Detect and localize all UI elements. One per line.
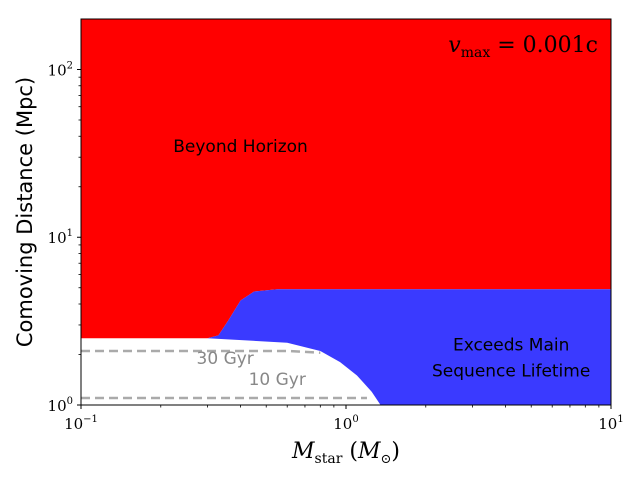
y-tick-label-1: 101	[48, 228, 73, 247]
x-tick-label-1: 100	[333, 414, 358, 433]
lifetime-label-0: 30 Gyr	[197, 349, 254, 369]
y-tick-label-0: 100	[48, 396, 73, 415]
vmax-annotation: vmax = 0.001c	[448, 33, 598, 61]
x-axis-label: Mstar (M⊙)	[291, 439, 400, 467]
region-label-exceeds-line-1: Sequence Lifetime	[432, 361, 590, 381]
x-tick-label-0: 10−1	[64, 414, 98, 433]
region-beyond-horizon	[81, 19, 611, 339]
y-axis-label: Comoving Distance (Mpc)	[13, 77, 37, 347]
y-tick-label-2: 102	[48, 60, 73, 79]
plot-area	[81, 19, 611, 405]
x-tick-label-2: 101	[598, 414, 623, 433]
lifetime-line-0	[81, 349, 321, 354]
region-exceeds-main-sequence	[207, 289, 611, 405]
region-label-exceeds-line-0: Exceeds Main	[453, 335, 569, 355]
axes	[77, 18, 612, 409]
region-label-beyond-horizon: Beyond Horizon	[173, 137, 308, 157]
lifetime-label-1: 10 Gyr	[249, 370, 306, 390]
